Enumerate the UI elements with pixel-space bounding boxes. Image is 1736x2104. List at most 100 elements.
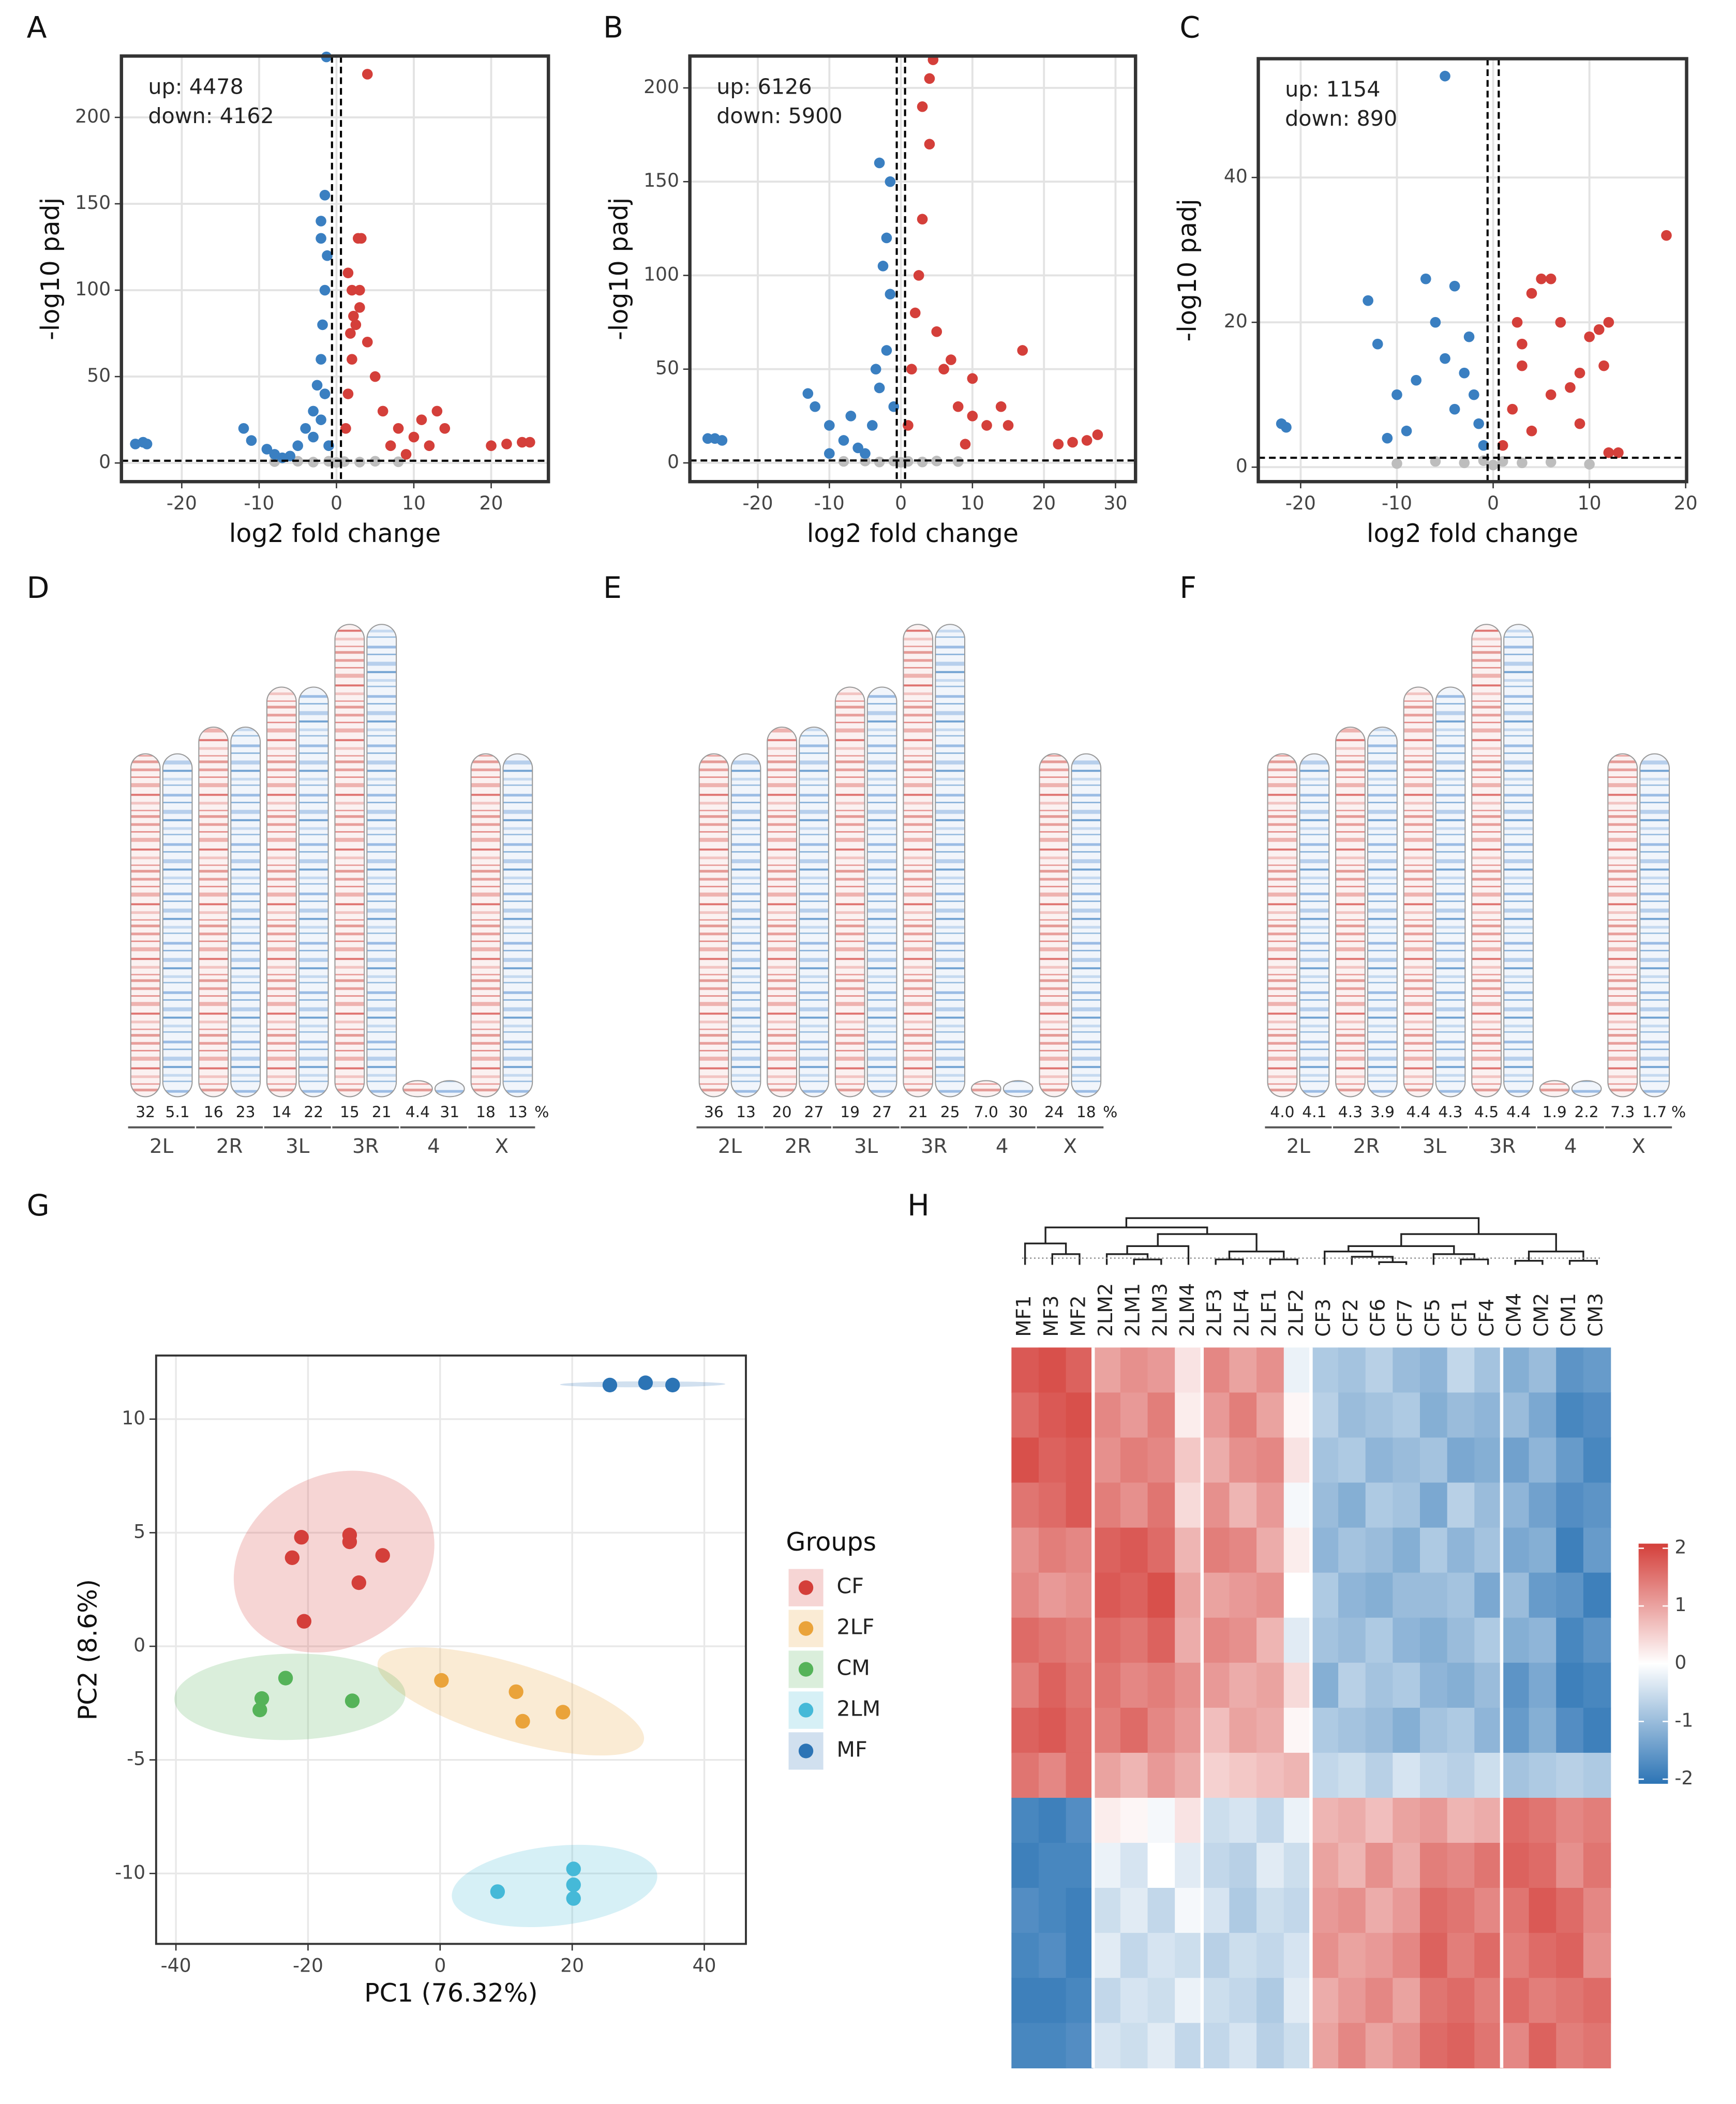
heatmap-cell <box>1229 2023 1257 2069</box>
heatmap-cell <box>1066 1347 1094 1393</box>
x-tick-label: 0 <box>331 492 342 514</box>
value-label: 4.3 <box>1338 1103 1363 1121</box>
heatmap-cell <box>1229 1482 1257 1528</box>
column-label: CF4 <box>1475 1299 1499 1337</box>
point <box>490 1884 505 1899</box>
column-label: CF6 <box>1367 1299 1390 1337</box>
point <box>515 1714 530 1729</box>
point <box>874 456 885 468</box>
point <box>508 1684 523 1700</box>
heatmap-cell <box>1338 1933 1366 1978</box>
heatmap-cell <box>1038 1482 1067 1528</box>
chromosome <box>1503 624 1534 1098</box>
heatmap-cell <box>1365 1707 1394 1753</box>
point <box>369 456 381 467</box>
heatmap-cell <box>1556 1572 1584 1618</box>
point <box>375 1548 390 1563</box>
x-tick-label: 20 <box>1032 492 1056 514</box>
legend-swatch <box>798 1744 814 1759</box>
heatmap-cell <box>1120 1572 1148 1618</box>
heatmap-cell <box>1229 1662 1257 1708</box>
heatmap-cell <box>1038 1662 1067 1708</box>
heatmap-cell <box>1365 1752 1394 1798</box>
dendrogram-branch <box>1351 1256 1394 1265</box>
heatmap-cell <box>1556 1482 1584 1528</box>
point <box>517 437 528 448</box>
annotation: up: 4478 <box>148 74 243 99</box>
heatmap-cell <box>1393 1843 1420 1888</box>
heatmap-cell <box>1419 1392 1448 1438</box>
point <box>952 401 964 412</box>
x-tick-label: -40 <box>161 1954 191 1976</box>
heatmap-cell <box>1202 1933 1230 1978</box>
point <box>1574 418 1585 429</box>
heatmap-cell <box>1175 2023 1203 2069</box>
chromosome <box>1571 1080 1602 1098</box>
heatmap-cell <box>1175 1527 1203 1573</box>
heatmap-cell <box>1338 1392 1366 1438</box>
heatmap-cell <box>1338 1572 1366 1618</box>
chromosome <box>935 624 966 1098</box>
point <box>300 423 311 434</box>
heatmap-cell <box>1175 1752 1203 1798</box>
heatmap-cell <box>1011 1347 1039 1393</box>
heatmap-cell <box>1093 1752 1121 1798</box>
heatmap-cell <box>1501 1572 1530 1618</box>
heatmap-cell <box>1338 1888 1366 1933</box>
heatmap-cell <box>1447 1978 1475 2024</box>
legend-label: 2LM <box>836 1696 880 1721</box>
heatmap-cell <box>1338 1482 1366 1528</box>
heatmap-cell <box>1474 1617 1502 1663</box>
point <box>906 364 917 375</box>
heatmap-cell <box>1529 1707 1557 1753</box>
panel-label: G <box>27 1189 50 1223</box>
value-label: 21 <box>372 1103 392 1121</box>
point <box>311 380 323 391</box>
category-label: 3R <box>921 1135 948 1158</box>
value-label: 32 <box>136 1103 155 1121</box>
column-label: MF3 <box>1040 1295 1063 1336</box>
heatmap-cell <box>1175 1662 1203 1708</box>
point <box>369 371 381 382</box>
heatmap-cell <box>1474 1978 1502 2024</box>
heatmap-cell <box>1474 1392 1502 1438</box>
point <box>294 1530 309 1545</box>
heatmap-cell <box>1447 1617 1475 1663</box>
heatmap-cell <box>1066 1527 1094 1573</box>
column-label: 2LF1 <box>1258 1289 1281 1337</box>
heatmap-cell <box>1474 1572 1502 1618</box>
point <box>1372 338 1383 350</box>
point <box>1574 367 1585 379</box>
heatmap-cell <box>1474 1482 1502 1528</box>
heatmap-cell <box>1202 2023 1230 2069</box>
heatmap-cell <box>1556 1617 1584 1663</box>
x-tick-label: -20 <box>293 1954 323 1976</box>
heatmap-cell <box>1501 1392 1530 1438</box>
chromosome <box>834 686 865 1098</box>
value-label: 22 <box>304 1103 323 1121</box>
heatmap-cell <box>1583 1617 1611 1663</box>
unit-label: % <box>1103 1103 1117 1121</box>
heatmap-cell <box>1583 2023 1611 2069</box>
heatmap-cell <box>1501 2023 1530 2069</box>
y-tick-label: 10 <box>122 1407 145 1429</box>
heatmap-cell <box>1093 1888 1121 1933</box>
x-axis-title: log2 fold change <box>229 519 441 548</box>
heatmap-cell <box>1283 1482 1312 1528</box>
panel-label: C <box>1179 10 1200 44</box>
point <box>665 1377 680 1393</box>
heatmap-cell <box>1474 2023 1502 2069</box>
heatmap-cell <box>1175 1978 1203 2024</box>
point <box>1281 422 1292 433</box>
heatmap-cell <box>1556 1392 1584 1438</box>
y-tick-label: 100 <box>643 263 679 285</box>
heatmap-cell <box>1529 1843 1557 1888</box>
heatmap-cell <box>1501 1527 1530 1573</box>
point <box>1067 437 1078 448</box>
x-tick-label: -20 <box>743 492 773 514</box>
heatmap-cell <box>1529 1527 1557 1573</box>
heatmap-cell <box>1529 1572 1557 1618</box>
point <box>1449 280 1460 292</box>
point <box>981 420 992 431</box>
heatmap-cell <box>1365 1617 1394 1663</box>
